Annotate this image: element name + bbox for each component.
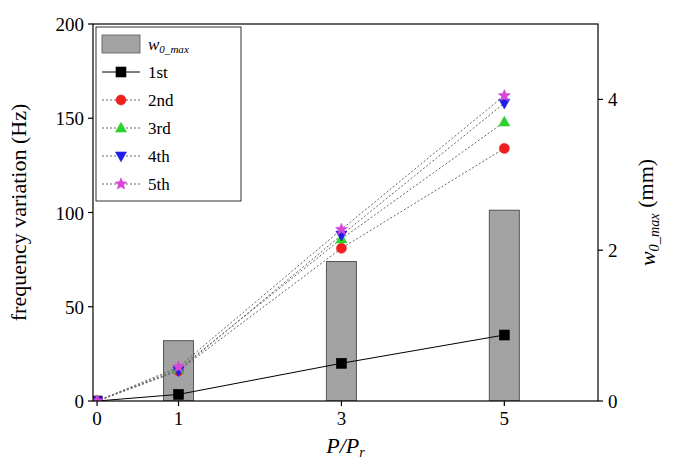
x-tick <box>96 401 97 406</box>
bar <box>489 210 519 401</box>
legend-label: w0_max <box>148 35 189 55</box>
y2-axis-label: w0_max (mm) <box>633 159 663 266</box>
x-tick <box>341 401 342 406</box>
point <box>498 89 510 100</box>
legend-box <box>96 27 241 201</box>
legend: w0_max 1st 2nd 3rd 4th 5th <box>96 27 241 201</box>
point <box>336 358 346 368</box>
legend-marker <box>116 152 127 162</box>
y-tick <box>88 23 93 24</box>
y-tick-label: 100 <box>56 203 85 224</box>
point <box>93 395 103 401</box>
series-line <box>97 122 504 401</box>
point <box>336 231 347 241</box>
x-axis-label: P/Pr <box>325 433 365 460</box>
y2-tick <box>598 250 603 251</box>
x-tick-label: 0 <box>92 408 102 429</box>
y2-tick-label: 2 <box>608 240 618 261</box>
y-axis-label: frequency variation (Hz) <box>6 104 31 321</box>
legend-label: 1st <box>148 63 168 82</box>
y-tick-label: 50 <box>65 297 84 318</box>
x-tick-label: 5 <box>500 408 510 429</box>
point <box>499 116 510 126</box>
y-tick <box>88 306 93 307</box>
legend-swatch <box>102 35 140 53</box>
x-tick-label: 3 <box>337 408 347 429</box>
legend-label: 3rd <box>148 119 171 138</box>
x-tick <box>504 401 505 406</box>
point <box>499 143 509 153</box>
y-tick-label: 150 <box>56 108 85 129</box>
point <box>173 361 185 372</box>
y2-tick <box>598 99 603 100</box>
legend-marker <box>116 122 127 132</box>
legend-label: 2nd <box>148 91 174 110</box>
bar <box>326 262 356 401</box>
legend-label: 5th <box>148 175 170 194</box>
y-tick <box>88 212 93 213</box>
legend-marker <box>116 67 126 77</box>
point <box>174 389 184 399</box>
point <box>499 330 509 340</box>
y2-tick <box>598 400 603 401</box>
plot-data <box>93 89 519 401</box>
y-tick <box>88 400 93 401</box>
x-tick-label: 1 <box>174 408 184 429</box>
point <box>336 243 346 253</box>
legend-label: 4th <box>148 147 170 166</box>
y-tick-label: 200 <box>56 14 85 35</box>
y-tick-label: 0 <box>75 391 85 412</box>
plot-frame <box>93 24 598 401</box>
y2-tick-label: 4 <box>608 89 618 110</box>
series-line <box>97 148 504 401</box>
series-line <box>97 103 504 401</box>
legend-marker <box>116 95 126 105</box>
legend-marker <box>115 178 127 189</box>
chart: 0135050100150200024P/Prfrequency variati… <box>0 0 685 471</box>
y-tick <box>88 118 93 119</box>
series-line <box>97 335 504 401</box>
y2-tick-label: 0 <box>608 391 618 412</box>
x-tick <box>178 401 179 406</box>
point <box>336 223 348 234</box>
